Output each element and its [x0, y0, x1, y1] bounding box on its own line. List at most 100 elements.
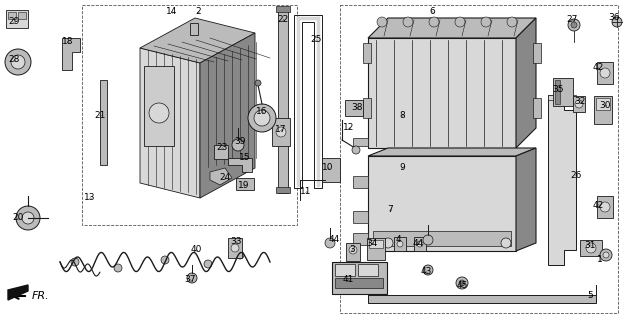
- Bar: [555, 80, 560, 104]
- Text: 21: 21: [95, 110, 106, 119]
- Circle shape: [352, 146, 360, 154]
- Circle shape: [575, 100, 583, 108]
- Bar: [363, 43, 371, 63]
- Bar: [367, 238, 385, 260]
- Circle shape: [600, 202, 610, 212]
- Text: 7: 7: [387, 205, 393, 214]
- Bar: [368, 295, 596, 303]
- Circle shape: [600, 68, 610, 78]
- Text: FR.: FR.: [32, 291, 49, 301]
- Polygon shape: [228, 158, 252, 172]
- Text: 40: 40: [190, 245, 202, 254]
- Polygon shape: [548, 95, 576, 265]
- Bar: [335, 278, 383, 288]
- Circle shape: [456, 277, 468, 289]
- Bar: [594, 96, 612, 124]
- Circle shape: [22, 212, 34, 224]
- Bar: [369, 240, 383, 248]
- Bar: [332, 262, 387, 294]
- Bar: [548, 95, 576, 100]
- Bar: [18, 12, 26, 19]
- Circle shape: [568, 19, 580, 31]
- Text: 14: 14: [167, 7, 178, 17]
- Polygon shape: [140, 48, 200, 198]
- Bar: [363, 98, 371, 118]
- Bar: [340, 5, 618, 313]
- Circle shape: [276, 127, 286, 137]
- Circle shape: [349, 246, 357, 254]
- Circle shape: [161, 256, 169, 264]
- Circle shape: [603, 252, 609, 258]
- Bar: [322, 158, 340, 182]
- Bar: [533, 43, 541, 63]
- Text: 33: 33: [230, 237, 242, 246]
- Text: 10: 10: [322, 164, 334, 172]
- Text: 16: 16: [256, 108, 268, 116]
- Circle shape: [397, 241, 403, 247]
- Circle shape: [149, 103, 169, 123]
- Text: 13: 13: [85, 194, 96, 203]
- Text: 39: 39: [234, 138, 246, 147]
- Text: 20: 20: [13, 213, 24, 222]
- Bar: [276, 6, 290, 12]
- Text: 45: 45: [456, 281, 468, 290]
- Bar: [276, 187, 290, 193]
- Circle shape: [114, 264, 122, 272]
- Text: 4: 4: [395, 236, 401, 244]
- Circle shape: [600, 249, 612, 261]
- Bar: [553, 78, 573, 106]
- Circle shape: [325, 238, 335, 248]
- Text: 22: 22: [277, 15, 289, 25]
- Text: 5: 5: [587, 292, 593, 300]
- Bar: [596, 98, 610, 110]
- Text: 27: 27: [567, 15, 578, 25]
- Circle shape: [423, 235, 433, 245]
- Bar: [353, 176, 368, 188]
- Circle shape: [571, 22, 577, 28]
- Circle shape: [231, 244, 239, 252]
- Circle shape: [507, 17, 517, 27]
- Bar: [236, 178, 254, 190]
- Circle shape: [459, 280, 465, 286]
- Circle shape: [481, 17, 491, 27]
- Text: 18: 18: [62, 37, 74, 46]
- Circle shape: [429, 17, 439, 27]
- Polygon shape: [210, 168, 232, 185]
- Text: 44: 44: [413, 238, 424, 247]
- Bar: [346, 243, 360, 261]
- Text: 35: 35: [552, 85, 564, 94]
- Bar: [573, 96, 585, 112]
- Text: 34: 34: [366, 238, 377, 247]
- Circle shape: [383, 238, 393, 248]
- Text: 29: 29: [8, 18, 19, 27]
- Text: 24: 24: [219, 173, 230, 182]
- Circle shape: [248, 104, 276, 132]
- Polygon shape: [368, 38, 516, 148]
- Circle shape: [204, 260, 212, 268]
- Text: 23: 23: [217, 143, 228, 153]
- Bar: [228, 238, 242, 258]
- Text: 11: 11: [300, 188, 312, 196]
- Bar: [394, 237, 406, 251]
- Bar: [580, 240, 602, 256]
- Polygon shape: [62, 38, 80, 70]
- Text: 31: 31: [584, 241, 596, 250]
- Circle shape: [377, 17, 387, 27]
- Bar: [533, 98, 541, 118]
- Text: 8: 8: [399, 110, 405, 119]
- Circle shape: [71, 258, 79, 266]
- Bar: [345, 100, 363, 116]
- Polygon shape: [8, 285, 28, 300]
- Text: 37: 37: [184, 276, 196, 284]
- Circle shape: [455, 17, 465, 27]
- Text: 15: 15: [239, 154, 251, 163]
- Polygon shape: [516, 148, 536, 251]
- Text: 32: 32: [574, 98, 586, 107]
- Text: 2: 2: [195, 7, 201, 17]
- Text: 38: 38: [351, 103, 362, 113]
- Bar: [214, 145, 228, 159]
- Circle shape: [403, 17, 413, 27]
- Circle shape: [187, 273, 197, 283]
- Text: 28: 28: [8, 55, 19, 65]
- Bar: [414, 237, 426, 251]
